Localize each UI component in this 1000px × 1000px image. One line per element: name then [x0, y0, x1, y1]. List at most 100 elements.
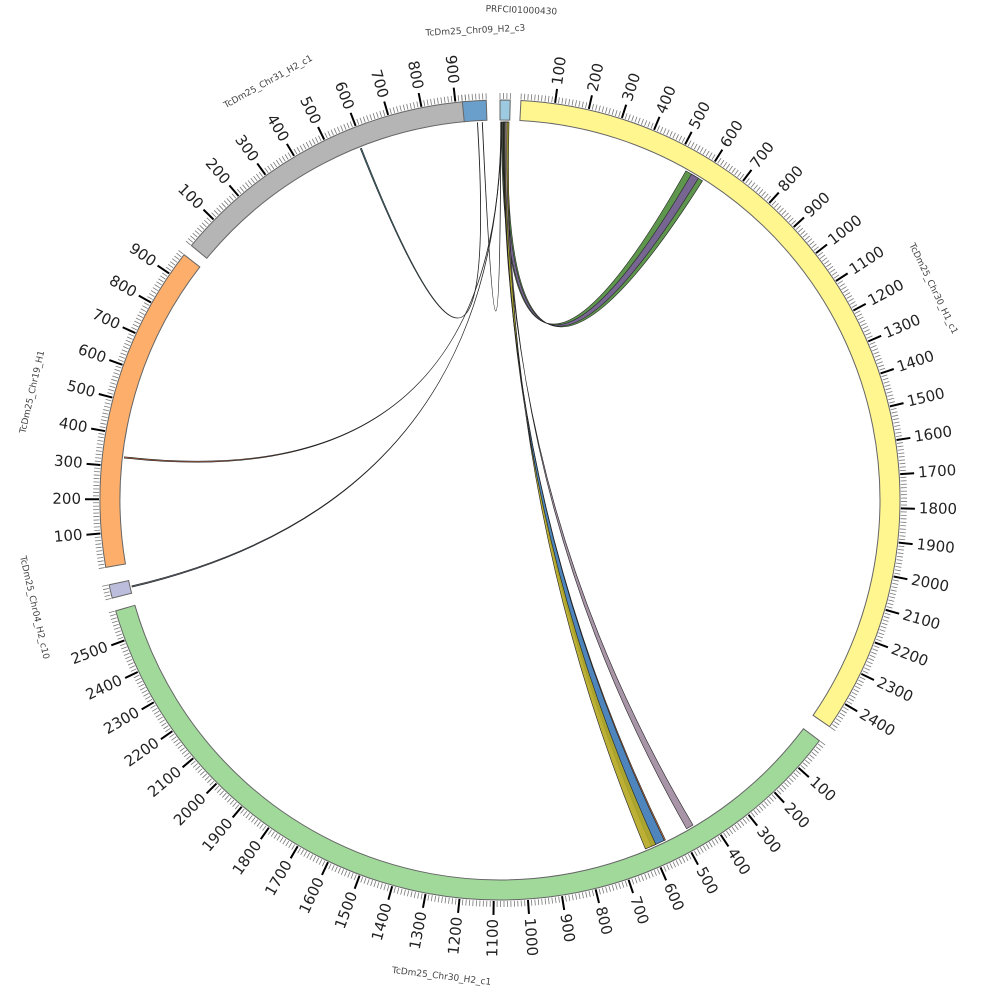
minor-tick [221, 792, 227, 798]
minor-tick [839, 712, 846, 717]
minor-tick [672, 132, 676, 139]
minor-tick [369, 114, 373, 121]
minor-tick [868, 657, 875, 662]
minor-tick [97, 439, 104, 442]
minor-tick [267, 829, 272, 835]
tick-label: 1100 [846, 242, 888, 278]
minor-tick [711, 840, 716, 846]
minor-tick [889, 592, 896, 596]
tick-label: 300 [231, 131, 262, 165]
minor-tick [229, 195, 234, 201]
minor-tick [601, 106, 605, 113]
minor-tick [875, 638, 882, 642]
tick-label: 1400 [368, 901, 396, 943]
link-ribbon [124, 121, 502, 463]
major-tick [773, 791, 785, 804]
tick-label: 1800 [229, 837, 266, 879]
minor-tick [544, 898, 547, 905]
minor-tick [897, 445, 904, 448]
minor-tick [185, 240, 191, 246]
major-tick [421, 893, 427, 908]
tick-label: 800 [404, 59, 427, 91]
minor-tick [123, 652, 130, 656]
minor-tick [766, 798, 772, 805]
minor-tick [134, 320, 140, 325]
minor-tick [430, 895, 433, 902]
minor-tick [239, 186, 245, 192]
minor-tick [763, 193, 769, 199]
minor-tick [899, 459, 906, 461]
minor-tick [137, 314, 144, 318]
minor-tick [100, 419, 107, 422]
tick-label: 1500 [905, 384, 946, 410]
tick-label: 900 [800, 188, 833, 221]
minor-tick [143, 693, 149, 697]
minor-tick [125, 655, 131, 660]
minor-tick [117, 359, 124, 362]
minor-tick [865, 332, 872, 336]
minor-tick [647, 872, 651, 879]
minor-tick [376, 882, 380, 889]
minor-tick [779, 787, 784, 793]
minor-tick [534, 94, 536, 101]
minor-tick [786, 215, 792, 220]
link-ribbon [502, 121, 666, 841]
minor-tick [420, 893, 423, 900]
tick-label: 1900 [916, 535, 956, 557]
minor-tick [324, 132, 328, 139]
minor-tick [99, 426, 106, 429]
major-tick [684, 131, 693, 145]
minor-tick [892, 582, 899, 585]
minor-tick [186, 755, 192, 760]
minor-tick [872, 348, 878, 352]
minor-tick [97, 436, 104, 439]
minor-tick [194, 230, 200, 235]
minor-tick [143, 302, 150, 306]
major-tick [349, 112, 357, 127]
minor-tick [133, 674, 140, 679]
minor-tick [864, 667, 870, 671]
minor-tick [888, 397, 895, 401]
minor-tick [356, 118, 360, 125]
minor-tick [202, 773, 208, 779]
link-ribbon [504, 121, 694, 830]
ideogram-layer [99, 99, 901, 901]
minor-tick [158, 278, 164, 283]
minor-tick [183, 752, 190, 758]
minor-tick [457, 95, 460, 102]
minor-tick [174, 255, 180, 260]
minor-tick [204, 775, 210, 781]
minor-tick [564, 98, 567, 105]
minor-tick [360, 876, 364, 883]
major-tick [387, 885, 394, 900]
minor-tick [402, 104, 406, 111]
minor-tick [857, 316, 864, 320]
minor-tick [108, 388, 115, 392]
minor-tick [236, 188, 242, 195]
minor-tick [111, 378, 118, 382]
minor-tick [245, 813, 250, 819]
minor-tick [179, 747, 185, 752]
minor-tick [330, 129, 334, 136]
minor-tick [353, 874, 357, 881]
ideogram-tcdm25_chr19_h1 [99, 253, 201, 568]
minor-tick [820, 741, 826, 746]
minor-tick [885, 387, 892, 391]
major-tick [526, 899, 530, 915]
minor-tick [242, 810, 248, 817]
minor-tick [873, 351, 880, 355]
tick-label: 800 [774, 162, 807, 195]
minor-tick [892, 414, 899, 417]
minor-tick [843, 706, 849, 711]
tick-label: 300 [618, 71, 644, 104]
minor-tick [120, 352, 127, 356]
minor-tick [656, 125, 660, 132]
minor-tick [273, 161, 278, 168]
minor-tick [817, 743, 824, 749]
minor-tick [684, 855, 689, 862]
minor-tick [393, 887, 396, 894]
minor-tick [731, 167, 736, 174]
minor-tick [437, 896, 440, 903]
minor-tick [231, 193, 237, 199]
tick-label: 1700 [261, 857, 296, 899]
